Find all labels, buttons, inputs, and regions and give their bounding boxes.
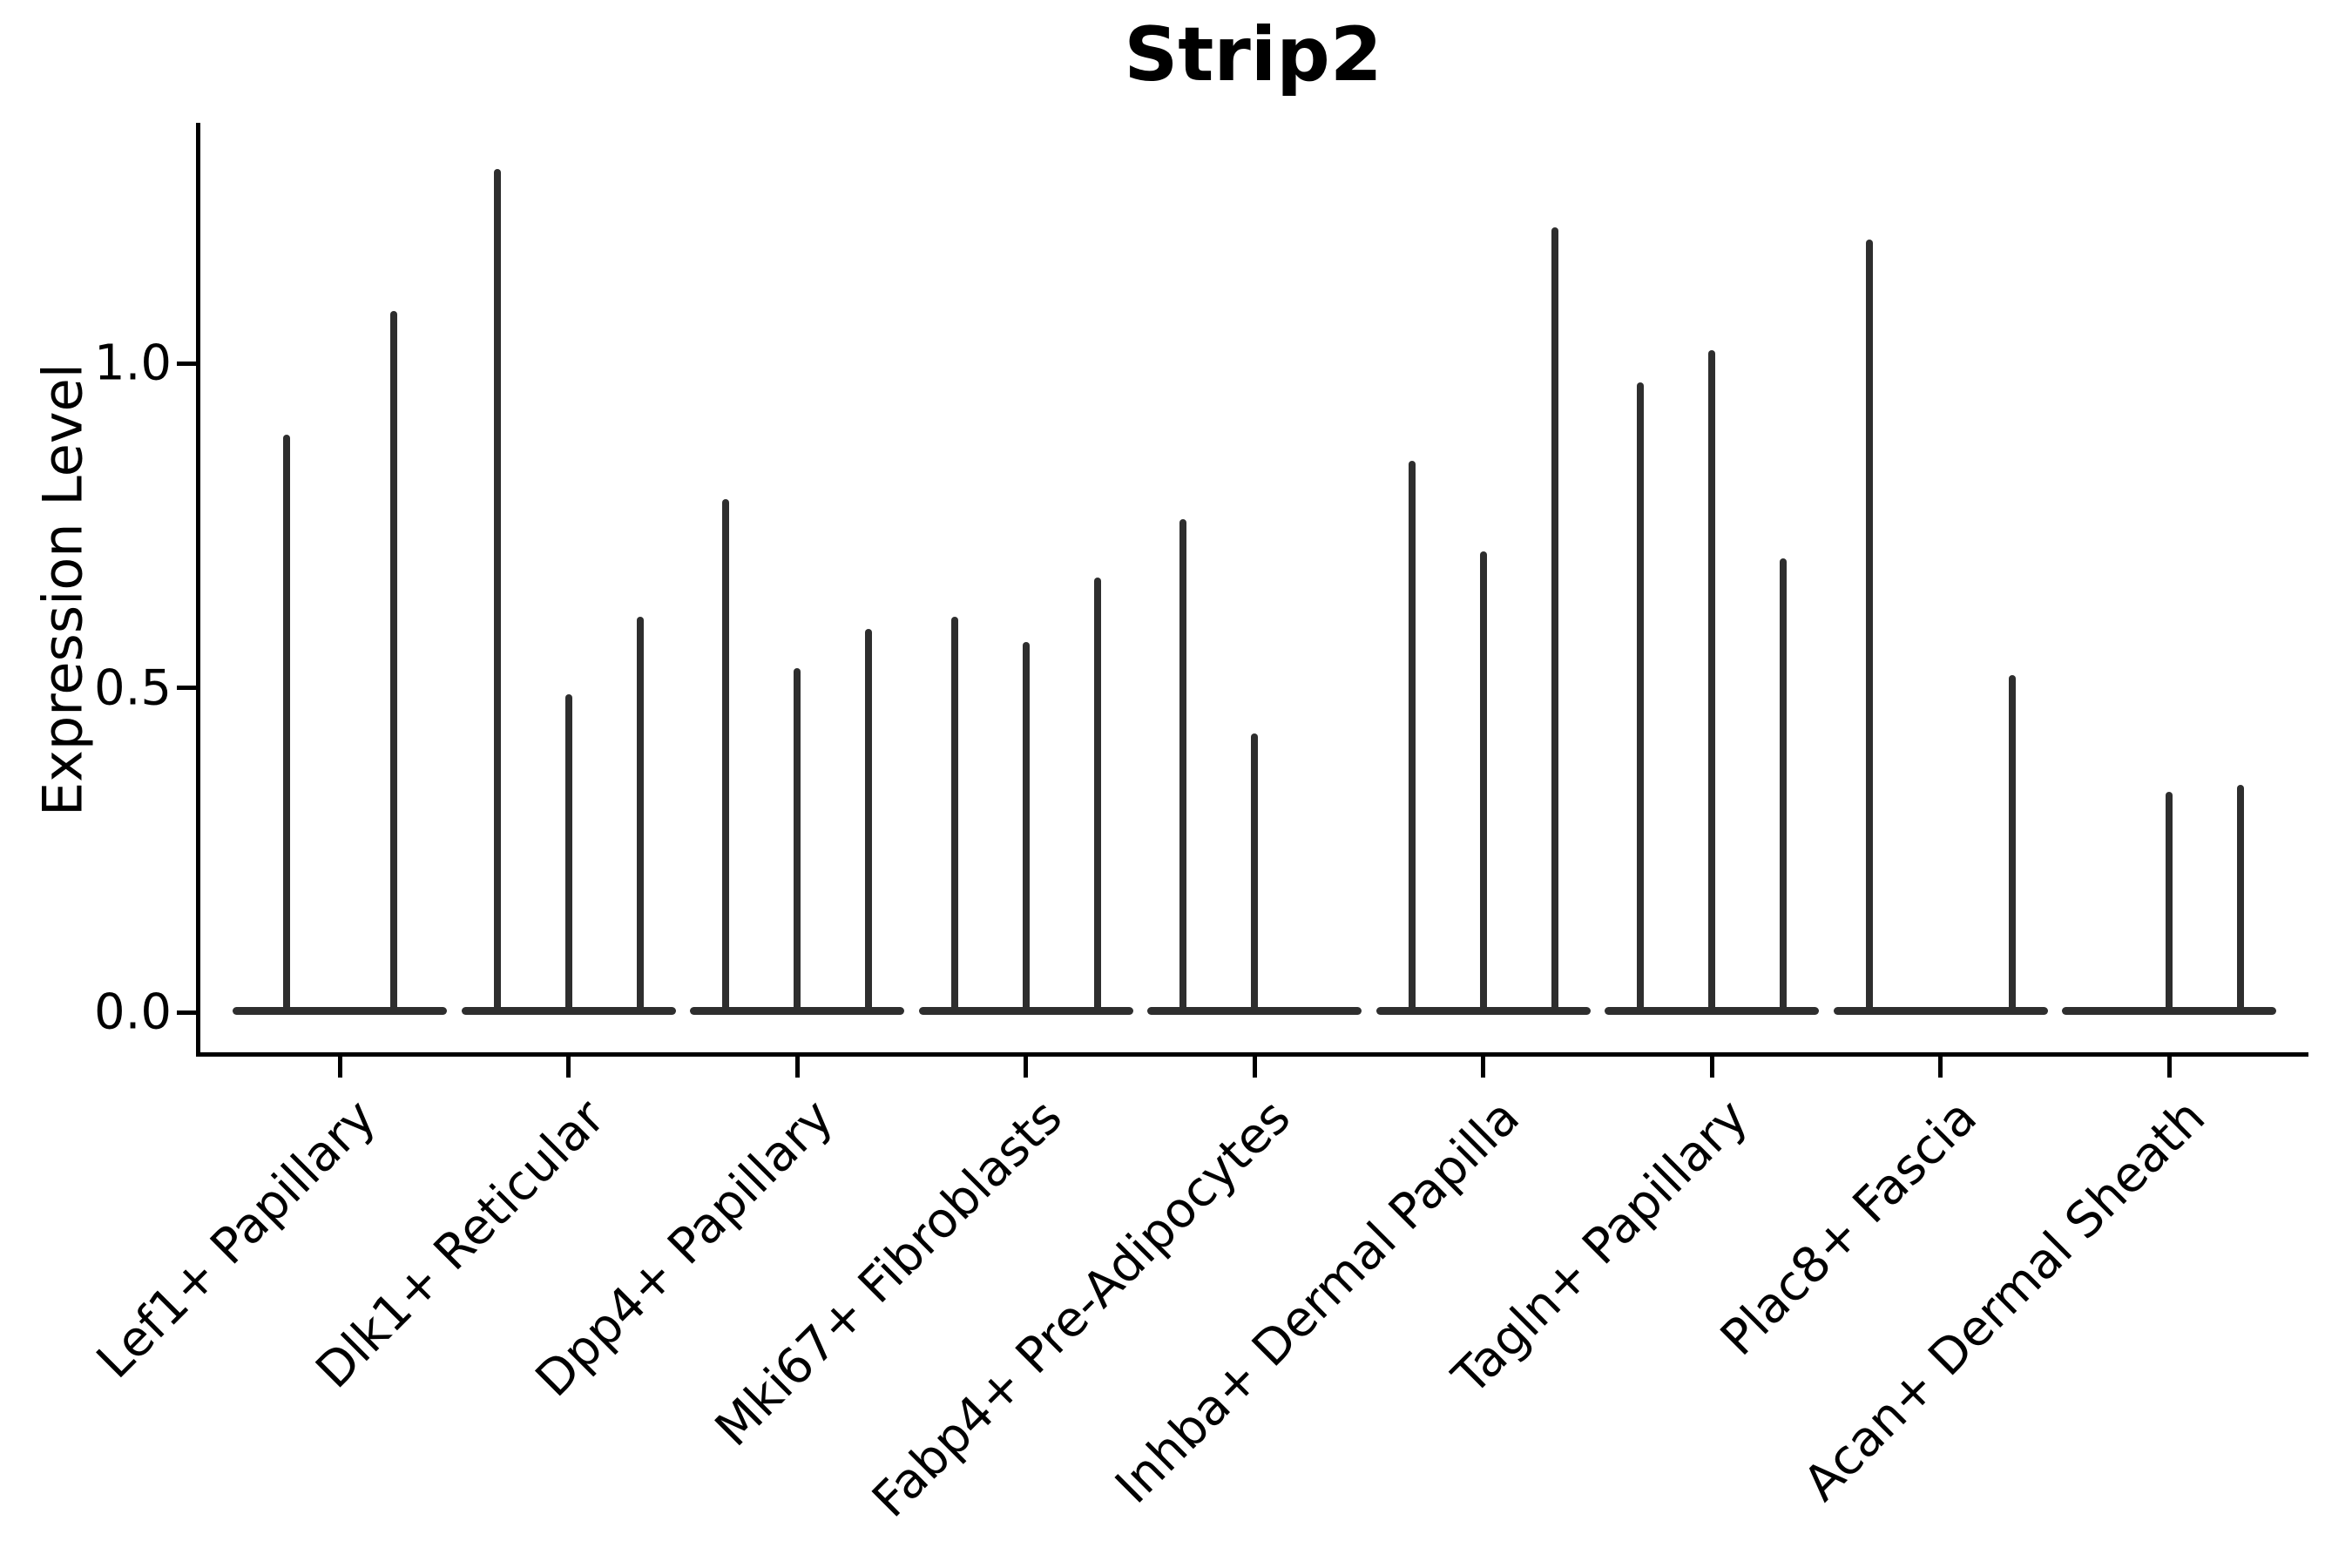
y-tick-label: 1.0 [93,335,172,392]
y-tick-label: 0.5 [93,659,172,716]
violin-spike [950,616,958,1015]
x-tick-mark [1252,1057,1257,1078]
x-tick-label: Inhba+ Dermal Papilla [1104,1089,1531,1515]
y-tick-mark [176,361,196,366]
violin-spike [282,434,290,1015]
y-tick-mark [176,686,196,690]
violin-spike [564,693,572,1015]
x-tick-mark [1481,1057,1485,1078]
x-tick-mark [1024,1057,1028,1078]
violin-spike [1780,558,1787,1015]
y-tick-mark [176,1010,196,1015]
x-tick-mark [1709,1057,1714,1078]
x-tick-mark [566,1057,571,1078]
violin-spike [794,668,801,1015]
violin-spike [1865,240,1873,1015]
x-tick-mark [337,1057,342,1078]
x-tick-label: Acan+ Dermal Sheath [1793,1089,2216,1512]
x-axis-line [195,1052,2308,1057]
violin-spike [493,168,501,1015]
x-tick-mark [2166,1057,2172,1078]
x-tick-label: Fabp4+ Pre-Adipocytes [862,1089,1301,1529]
violin-spike [1251,733,1258,1015]
x-tick-mark [794,1057,800,1078]
violin-spike [389,311,397,1015]
x-tick-mark [1938,1057,1943,1078]
violin-spike [1479,551,1487,1015]
violin-spike [1708,350,1715,1015]
violin-spike [1179,518,1186,1015]
violin-spike [865,629,872,1015]
y-tick-label: 0.0 [93,983,172,1041]
violin-spike [1551,226,1558,1015]
violin-spike [636,616,644,1015]
violin-spike [1022,642,1030,1015]
y-axis-label: Expression Level [30,363,95,816]
violin-body [233,1006,447,1015]
y-axis-line [195,123,200,1057]
violin-spike [1408,460,1416,1015]
violin-body [1833,1006,2048,1015]
violin-spike [2237,785,2244,1015]
violin-spike [2166,791,2173,1015]
chart-title: Strip2 [1124,11,1382,98]
violin-spike [722,499,729,1015]
violin-spike [1637,382,1644,1015]
violin-spike [1093,577,1101,1015]
violin-spike [2008,674,2016,1015]
